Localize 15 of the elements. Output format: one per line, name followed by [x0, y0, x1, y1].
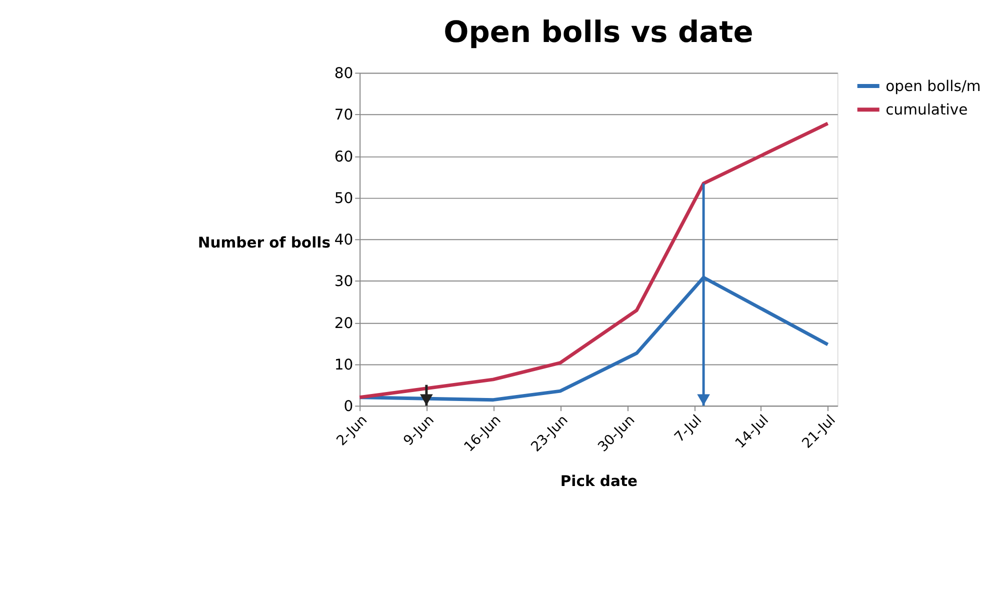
legend-label: cumulative [886, 102, 968, 119]
y-tick-label: 30 [334, 273, 354, 290]
y-tick-label: 70 [334, 106, 354, 124]
chart-title: Open bolls vs date [444, 15, 754, 50]
y-tick-label: 50 [334, 190, 354, 207]
y-axis-title: Number of bolls [198, 234, 331, 252]
y-tick-label: 60 [334, 148, 354, 166]
y-tick-label: 80 [334, 65, 354, 82]
y-tick-label: 10 [334, 356, 354, 374]
y-tick-label: 0 [344, 398, 354, 416]
line-series [358, 122, 830, 400]
legend-label: open bolls/m [886, 78, 981, 95]
y-tick-label: 40 [334, 232, 354, 249]
y-tick-label: 20 [334, 314, 354, 332]
x-axis-title: Pick date [560, 473, 638, 490]
